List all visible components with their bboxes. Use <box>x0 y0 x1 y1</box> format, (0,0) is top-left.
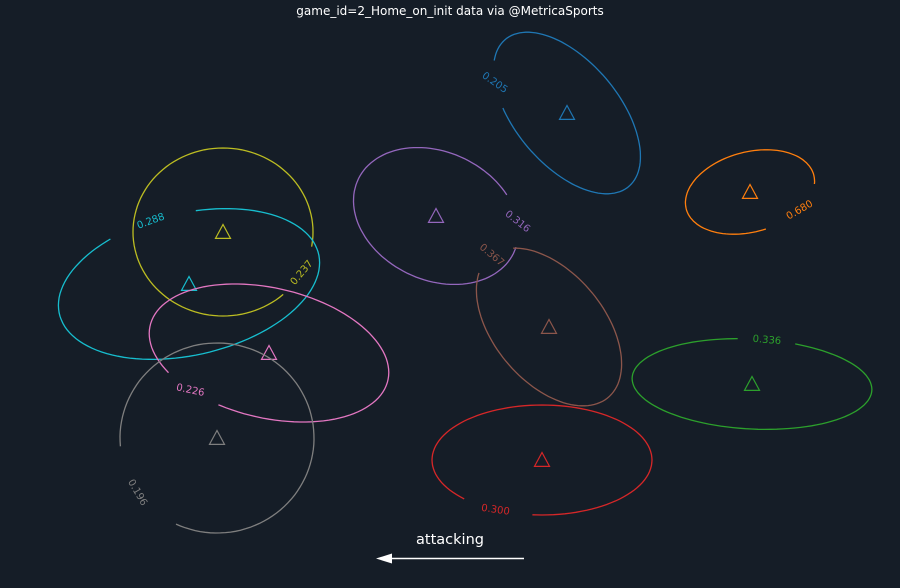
player-value-label-9: 0.300 <box>480 503 510 518</box>
player-marker-2 <box>427 207 445 223</box>
player-marker-9 <box>533 451 551 467</box>
attacking-direction-label: attacking <box>416 532 484 548</box>
player-value-label-1: 0.205 <box>480 70 510 95</box>
player-value-label-4: 0.237 <box>289 259 316 288</box>
player-value-label-7: 0.367 <box>477 242 506 269</box>
player-value-label-10: 0.196 <box>125 478 149 508</box>
player-ellipse-2 <box>352 146 517 286</box>
player-ellipse-1 <box>493 31 642 195</box>
player-marker-1 <box>558 104 576 120</box>
player-ellipse-8 <box>631 337 873 431</box>
player-ellipse-3 <box>684 149 816 235</box>
player-value-label-5: 0.288 <box>136 212 167 232</box>
player-marker-8 <box>743 375 761 391</box>
player-value-label-2: 0.316 <box>503 209 532 235</box>
player-value-label-8: 0.336 <box>752 334 781 347</box>
player-marker-3 <box>741 183 759 199</box>
chart-title: game_id=2_Home_on_init data via @Metrica… <box>296 4 604 18</box>
player-marker-10 <box>208 429 226 445</box>
player-marker-7 <box>540 318 558 334</box>
player-ellipse-6 <box>148 283 390 423</box>
player-ellipse-4 <box>132 147 314 317</box>
player-marker-6 <box>260 344 278 360</box>
player-ellipse-9 <box>431 404 653 516</box>
player-ellipse-5 <box>57 207 321 361</box>
player-value-label-6: 0.226 <box>175 382 205 399</box>
direction-arrow-head <box>376 553 392 564</box>
player-value-label-3: 0.680 <box>785 199 815 223</box>
player-ellipse-7 <box>475 247 623 407</box>
player-marker-4 <box>214 223 232 239</box>
player-marker-5 <box>180 275 198 291</box>
player-ellipse-10 <box>119 342 315 534</box>
